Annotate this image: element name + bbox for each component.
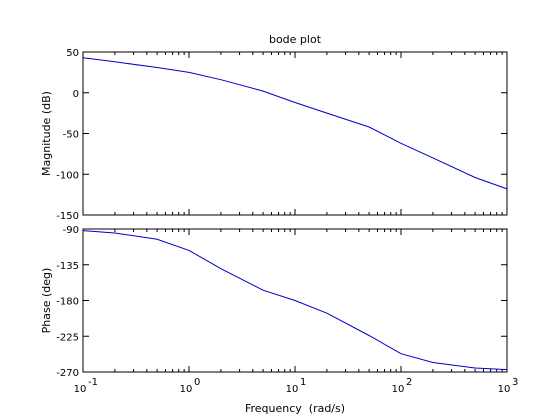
y-tick-label: -150 bbox=[56, 211, 79, 222]
series-line bbox=[82, 230, 508, 371]
y-tick-label: -270 bbox=[56, 368, 79, 379]
x-tick-exponent: 1 bbox=[300, 377, 306, 388]
x-tick-exponent: -1 bbox=[88, 377, 98, 388]
y-axis-label: Magnitude (dB) bbox=[40, 91, 53, 176]
x-tick-exponent: 0 bbox=[194, 377, 200, 388]
y-axis-label: Phase (deg) bbox=[40, 268, 53, 334]
phase-plot: 10-1100101102103-90-135-180-225-270Phase… bbox=[40, 225, 518, 395]
y-tick-label: -50 bbox=[63, 130, 79, 141]
x-tick-exponent: 2 bbox=[406, 377, 412, 388]
y-tick-label: -135 bbox=[56, 261, 79, 272]
magnitude-plot: 50 0 -50 -100 -150 Magnitude (dB) bbox=[40, 48, 508, 222]
x-tick-label: 10 bbox=[180, 384, 193, 395]
y-tick-label: 0 bbox=[73, 89, 79, 100]
y-tick-label: -225 bbox=[56, 332, 79, 343]
x-tick-label: 10 bbox=[286, 384, 299, 395]
x-tick-exponent: 3 bbox=[512, 377, 518, 388]
y-tick-label: 50 bbox=[66, 48, 79, 59]
x-tick-label: 10 bbox=[74, 384, 87, 395]
x-tick-label: 10 bbox=[392, 384, 405, 395]
series-line bbox=[82, 57, 508, 190]
x-tick-label: 10 bbox=[498, 384, 511, 395]
axes-frame bbox=[82, 51, 508, 216]
x-axis-label: Frequency (rad/s) bbox=[245, 402, 345, 415]
y-tick-label: -100 bbox=[56, 170, 79, 181]
chart-title: bode plot bbox=[269, 33, 322, 46]
y-tick-label: -180 bbox=[56, 297, 79, 308]
y-tick-label: -90 bbox=[63, 225, 79, 236]
